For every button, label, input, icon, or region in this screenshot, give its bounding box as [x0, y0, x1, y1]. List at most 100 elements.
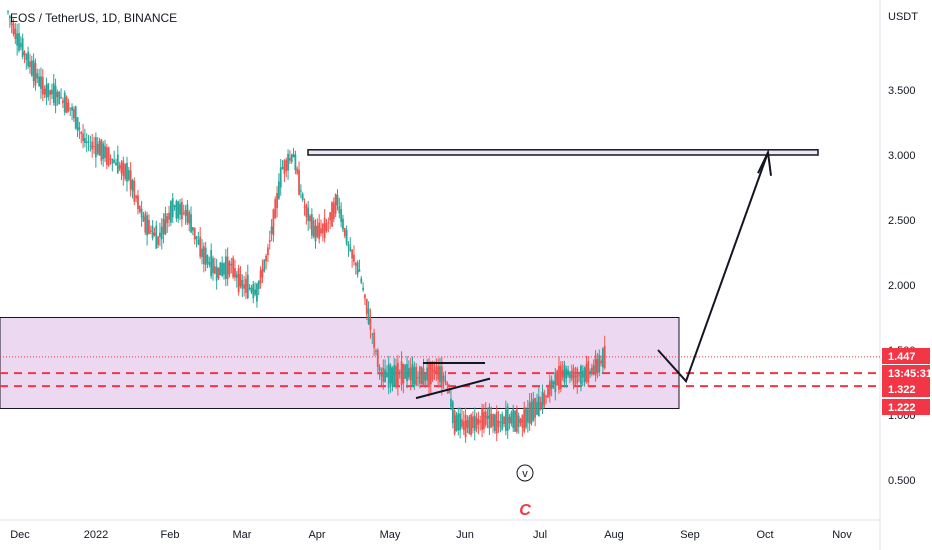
- candle-body: [126, 162, 128, 182]
- candle-body: [477, 419, 480, 425]
- candle-body: [422, 368, 425, 386]
- candle-body: [389, 365, 392, 384]
- candle-body: [91, 141, 94, 150]
- y-tick-label: 3.500: [888, 85, 916, 97]
- candle-body: [149, 230, 152, 232]
- candle-body: [519, 419, 522, 423]
- candle-body: [113, 160, 116, 163]
- candle-body: [230, 263, 233, 266]
- candle-body: [89, 145, 92, 147]
- candle-body: [252, 283, 255, 299]
- candle-body: [314, 225, 317, 242]
- candle-body: [45, 84, 48, 98]
- candle-body: [217, 267, 220, 279]
- price-tag-bg: [882, 348, 930, 364]
- candle-body: [420, 367, 423, 385]
- candle-body: [268, 240, 271, 243]
- candle-body: [554, 372, 557, 393]
- candle-body: [376, 349, 379, 367]
- candle-body: [503, 416, 505, 425]
- candle-body: [19, 43, 22, 48]
- candle-body: [51, 89, 53, 95]
- candle-body: [171, 198, 174, 218]
- candle-body: [320, 228, 322, 234]
- candle-body: [21, 38, 24, 57]
- price-tag-label: 1.322: [888, 384, 916, 396]
- candle-body: [270, 226, 273, 234]
- candle-body: [406, 363, 408, 382]
- candle-body: [38, 76, 41, 86]
- candle-body: [569, 372, 571, 378]
- candle-body: [237, 267, 240, 293]
- chart-title: EOS / TetherUS, 1D, BINANCE: [10, 11, 177, 25]
- candle-body: [591, 367, 593, 374]
- candle-body: [290, 154, 293, 163]
- candle-body: [159, 232, 161, 238]
- candle-body: [451, 401, 454, 423]
- candle-body: [69, 107, 72, 109]
- candle-body: [439, 366, 441, 383]
- candle-body: [479, 420, 482, 423]
- candle-body: [340, 209, 343, 222]
- candle-body: [102, 143, 105, 160]
- candle-body: [138, 206, 141, 212]
- candle-body: [530, 401, 533, 424]
- candle-body: [67, 102, 70, 112]
- candle-body: [129, 170, 132, 190]
- candle-body: [448, 390, 451, 394]
- candle-body: [182, 212, 185, 214]
- candle-body: [497, 420, 500, 428]
- candle-body: [484, 411, 487, 425]
- candle-body: [548, 381, 551, 396]
- candle-body: [186, 204, 189, 223]
- candle-body: [146, 215, 149, 236]
- candle-body: [323, 217, 326, 239]
- candle-body: [576, 368, 579, 384]
- candle-body: [151, 226, 154, 239]
- candle-body: [208, 262, 211, 266]
- candle-body: [411, 364, 414, 385]
- candle-body: [30, 60, 33, 76]
- candle-body: [378, 366, 381, 371]
- candle-body: [265, 255, 267, 262]
- candle-body: [52, 83, 55, 103]
- candle-body: [424, 373, 427, 381]
- candle-body: [206, 255, 209, 264]
- candle-body: [587, 360, 590, 383]
- candle-body: [400, 361, 403, 385]
- candle-body: [104, 146, 106, 158]
- candle-body: [27, 51, 30, 67]
- candle-body: [581, 370, 584, 378]
- candle-body: [472, 416, 474, 429]
- candle-body: [83, 137, 86, 143]
- x-tick-label: Nov: [832, 529, 852, 541]
- projection-path: [657, 152, 769, 384]
- candle-body: [195, 236, 198, 240]
- candle-body: [41, 76, 44, 95]
- candle-body: [309, 215, 311, 222]
- candle-body: [201, 248, 203, 258]
- candle-body: [155, 225, 158, 249]
- candle-body: [58, 91, 61, 105]
- x-tick-label: Jul: [533, 529, 547, 541]
- candle-body: [224, 256, 227, 279]
- candle-body: [545, 395, 548, 397]
- candle-body: [261, 268, 264, 278]
- candle-body: [40, 76, 42, 89]
- candle-body: [398, 372, 401, 374]
- candle-body: [170, 201, 172, 223]
- candle-body: [393, 364, 396, 387]
- candle-body: [504, 409, 507, 431]
- candle-body: [105, 147, 108, 165]
- candle-body: [462, 421, 465, 431]
- candle-body: [263, 259, 266, 272]
- candle-body: [373, 332, 375, 348]
- candle-body: [173, 205, 176, 208]
- candle-body: [257, 280, 260, 290]
- candle-body: [514, 410, 516, 432]
- x-tick-label: May: [380, 529, 401, 541]
- candle-body: [135, 195, 138, 199]
- candle-body: [413, 367, 416, 385]
